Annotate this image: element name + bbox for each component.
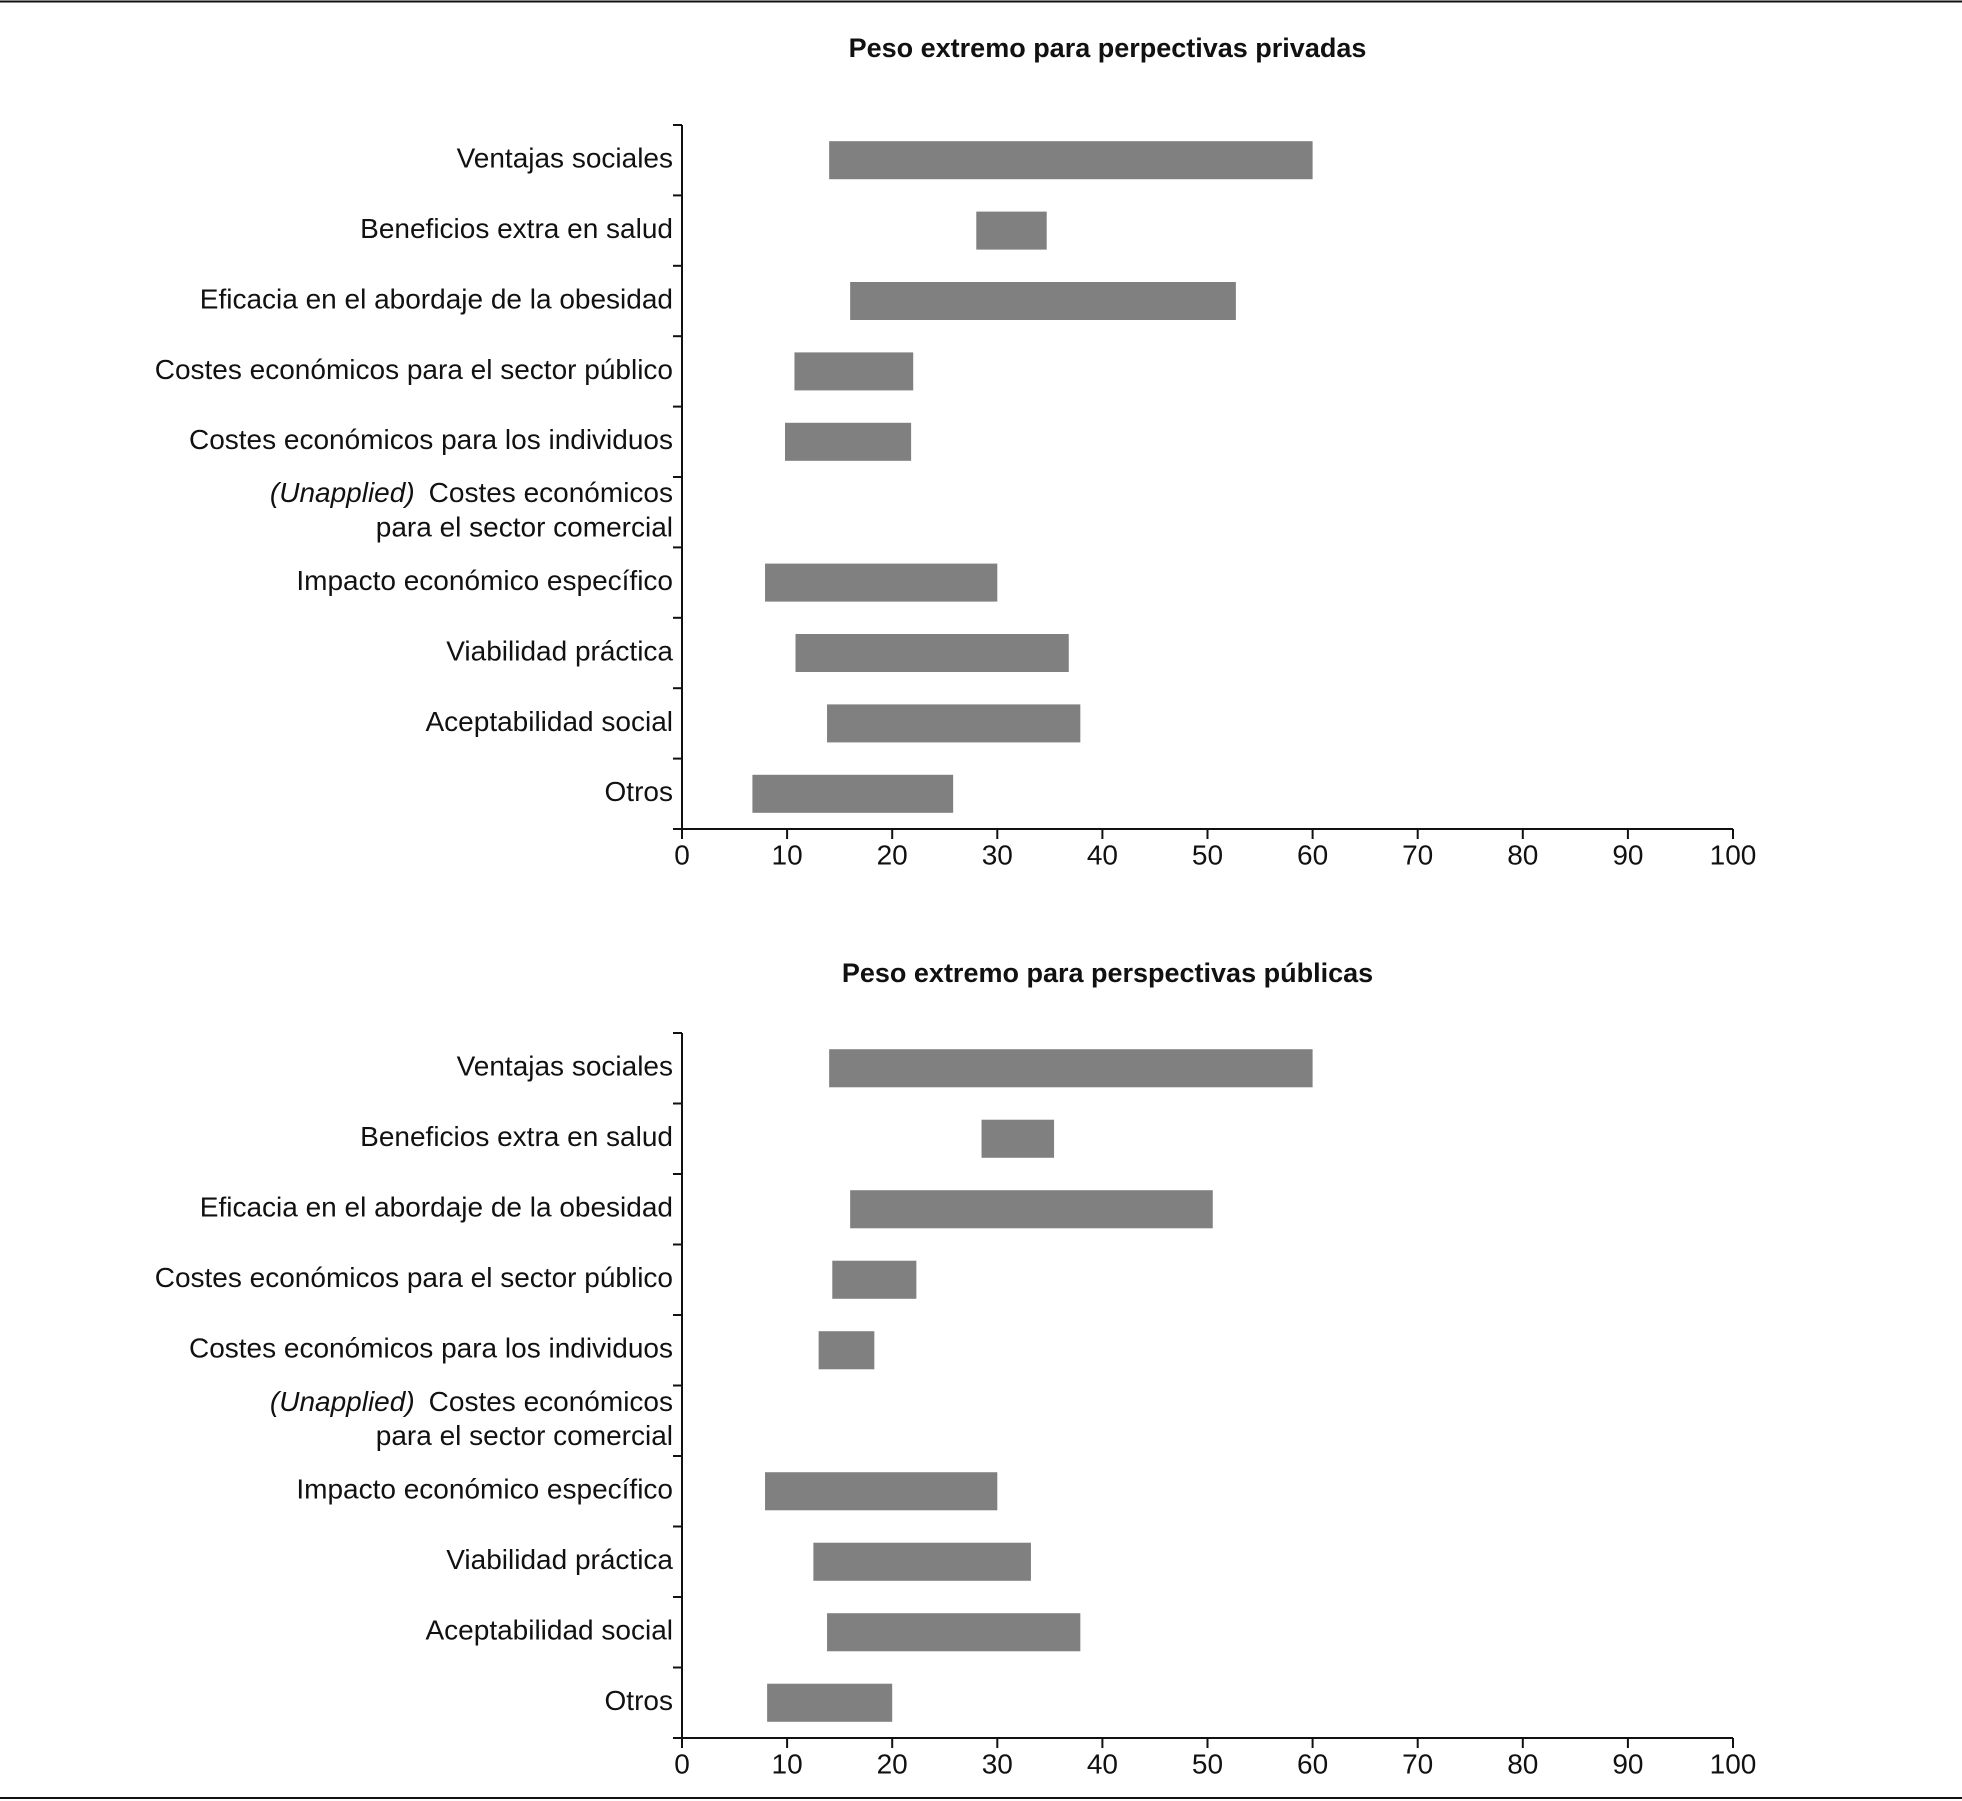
x-tick-label: 0 <box>674 839 690 870</box>
bar <box>850 1190 1213 1229</box>
bar <box>976 211 1047 250</box>
y-tick-label: (Unapplied) Costes económicos <box>270 1386 673 1417</box>
y-tick-label: Eficacia en el abordaje de la obesidad <box>200 1192 673 1223</box>
bar <box>829 141 1313 180</box>
bar <box>829 1049 1313 1088</box>
bar <box>818 1331 875 1370</box>
x-tick-label: 70 <box>1402 1748 1433 1779</box>
x-tick-label: 10 <box>772 1748 803 1779</box>
chart-title: Peso extremo para perpectivas privadas <box>849 33 1367 63</box>
bar <box>794 352 914 391</box>
x-tick-label: 70 <box>1402 839 1433 870</box>
label-line: Costes económicos <box>429 1386 673 1417</box>
y-tick-label: Impacto económico específico <box>296 565 673 596</box>
bar <box>850 281 1236 321</box>
y-tick-label: Costes económicos para los individuos <box>189 1333 673 1364</box>
x-tick-label: 80 <box>1507 839 1538 870</box>
bar <box>827 1613 1081 1652</box>
y-tick-label: Eficacia en el abordaje de la obesidad <box>200 283 673 314</box>
bar <box>784 422 912 461</box>
y-tick-label: Ventajas sociales <box>457 1051 673 1082</box>
bar <box>827 704 1081 743</box>
x-tick-label: 20 <box>877 1748 908 1779</box>
y-tick-label: Beneficios extra en salud <box>360 213 673 244</box>
y-tick-label: Ventajas sociales <box>457 143 673 174</box>
x-tick-label: 20 <box>877 839 908 870</box>
bar <box>795 633 1069 673</box>
y-tick-label: Costes económicos para el sector público <box>155 354 673 385</box>
x-tick-label: 80 <box>1507 1748 1538 1779</box>
x-tick-label: 100 <box>1710 1748 1757 1779</box>
bar <box>981 1119 1055 1158</box>
bar <box>765 563 998 602</box>
x-tick-label: 50 <box>1192 839 1223 870</box>
y-tick-label: para el sector comercial <box>376 1420 673 1451</box>
x-tick-label: 50 <box>1192 1748 1223 1779</box>
label-note: (Unapplied) <box>270 1386 415 1417</box>
y-tick-label: para el sector comercial <box>376 512 673 543</box>
y-tick-label: Beneficios extra en salud <box>360 1121 673 1152</box>
label-note: (Unapplied) <box>270 478 415 509</box>
x-tick-label: 30 <box>982 839 1013 870</box>
bar <box>765 1472 998 1511</box>
bar <box>832 1260 917 1299</box>
y-tick-label: Impacto económico específico <box>296 1474 673 1505</box>
chart-title: Peso extremo para perspectivas públicas <box>842 958 1373 988</box>
x-tick-label: 100 <box>1710 839 1757 870</box>
label-line: Costes económicos <box>429 478 673 509</box>
y-tick-label: Aceptabilidad social <box>426 1615 674 1646</box>
x-tick-label: 60 <box>1297 1748 1328 1779</box>
y-tick-label: Viabilidad práctica <box>446 635 673 666</box>
x-tick-label: 90 <box>1612 1748 1643 1779</box>
bar <box>813 1542 1031 1581</box>
y-tick-label: Otros <box>605 1685 673 1716</box>
x-tick-label: 40 <box>1087 1748 1118 1779</box>
y-tick-label: Costes económicos para el sector público <box>155 1262 673 1293</box>
x-tick-label: 0 <box>674 1748 690 1779</box>
x-tick-label: 30 <box>982 1748 1013 1779</box>
y-tick-label: (Unapplied) Costes económicos <box>270 478 673 509</box>
bar <box>767 1683 893 1722</box>
x-tick-label: 60 <box>1297 839 1328 870</box>
y-tick-label: Viabilidad práctica <box>446 1544 673 1575</box>
y-tick-label: Otros <box>605 776 673 807</box>
y-tick-label: Aceptabilidad social <box>426 706 674 737</box>
x-tick-label: 90 <box>1612 839 1643 870</box>
x-tick-label: 10 <box>772 839 803 870</box>
bar <box>752 774 954 813</box>
y-tick-label: Costes económicos para los individuos <box>189 424 673 455</box>
x-tick-label: 40 <box>1087 839 1118 870</box>
